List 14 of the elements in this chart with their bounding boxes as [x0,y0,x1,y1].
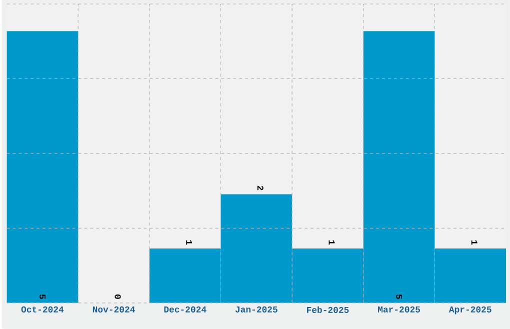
data-label: 5 [39,294,46,300]
x-tick-label: Nov-2024 [92,306,135,313]
data-label: 1 [186,240,192,245]
x-tick-label: Mar-2025 [378,306,420,313]
data-label: 1 [471,240,478,245]
x-tick-label: Dec-2024 [164,306,206,313]
data-label: 0 [114,294,121,299]
x-tick-label: Apr-2025 [448,306,492,314]
x-tick-label: Oct-2024 [21,306,64,313]
data-label: 1 [328,240,335,245]
x-tick-label: Jan-2025 [235,306,278,313]
data-label: 5 [396,294,402,300]
x-tick-label: Feb-2025 [307,306,349,314]
data-label: 2 [257,186,264,190]
